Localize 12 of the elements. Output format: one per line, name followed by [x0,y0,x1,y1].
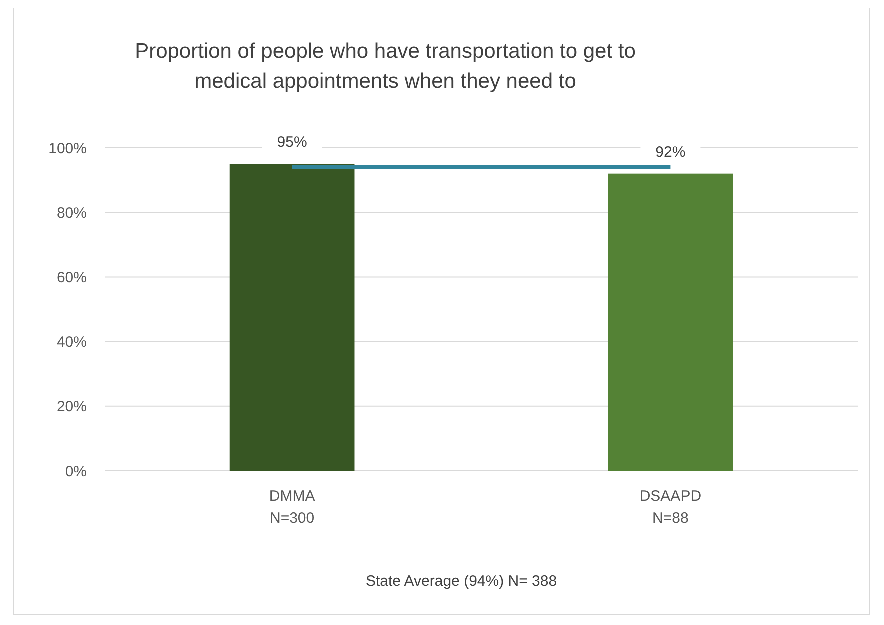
y-tick-label: 80% [56,204,87,222]
data-label: 92% [656,144,686,161]
y-tick-label: 0% [65,463,87,480]
x-tick-label: DMMA N=300 [269,488,316,527]
text: State Average (94%) N= 388 [366,573,558,590]
y-tick-label: 60% [56,269,87,286]
y-tick-label: 100% [48,140,87,158]
y-tick-label: 20% [56,398,87,416]
x-tick-label: DSAAPD N=88 [640,488,702,527]
chart-title: Proportion of people who have transportation to get to medical appointments when they need to [135,40,636,93]
data-label: 95% [277,134,308,152]
y-tick-label: 40% [56,334,87,352]
